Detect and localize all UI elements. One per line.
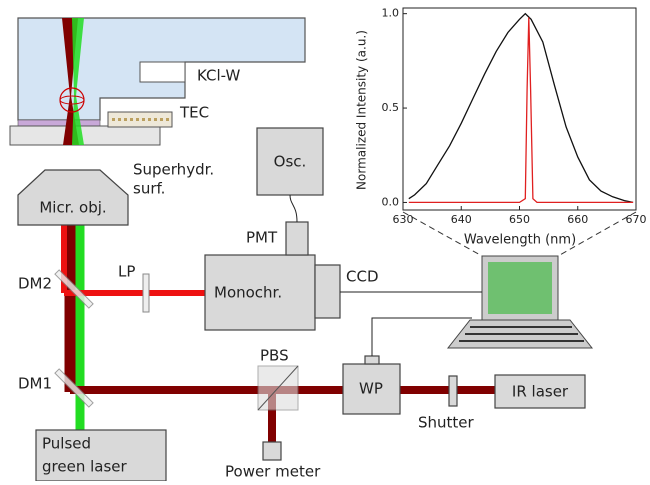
label: Pulsed — [42, 435, 91, 453]
label: DM2 — [18, 275, 52, 293]
label: IR laser — [512, 383, 569, 401]
x-tick-label: 670 — [626, 213, 647, 226]
pmt-box — [286, 222, 308, 255]
label: TEC — [179, 104, 209, 122]
substrate — [10, 126, 160, 145]
setup-diagram: KCl-W TEC Superhydr. surf. Osc. Micr. ob… — [0, 0, 650, 481]
inset-frame — [403, 8, 636, 210]
label: Superhydr. — [133, 161, 214, 179]
label: KCl-W — [197, 67, 240, 85]
label: LP — [118, 263, 135, 281]
label: Monochr. — [214, 284, 282, 302]
x-tick-label: 660 — [567, 213, 588, 226]
y-tick-label: 0.5 — [382, 101, 400, 114]
label: CCD — [346, 268, 379, 286]
x-tick-label: 650 — [509, 213, 530, 226]
inset-xlabel: Wavelength (nm) — [464, 233, 576, 248]
y-tick-label: 1.0 — [382, 7, 400, 20]
shutter-box — [449, 376, 457, 406]
power-meter-box — [263, 442, 281, 460]
label: Osc. — [274, 153, 307, 171]
surface-layer — [18, 120, 100, 126]
label: Shutter — [418, 414, 475, 432]
label: surf. — [133, 180, 165, 198]
label: DM1 — [18, 375, 52, 393]
ccd-box — [315, 265, 340, 318]
label: Micr. obj. — [39, 199, 106, 217]
objective-box — [18, 170, 128, 225]
laptop-display — [488, 262, 552, 314]
y-tick-label: 0.0 — [382, 195, 400, 208]
inset-ylabel: Normalized Intensity (a.u.) — [355, 30, 369, 190]
x-tick-label: 630 — [393, 213, 414, 226]
lp-filter — [143, 274, 149, 312]
label: Power meter — [225, 463, 321, 481]
wp-tab — [365, 356, 379, 364]
kcl-window — [140, 62, 185, 82]
x-tick-label: 640 — [451, 213, 472, 226]
osc-wire — [290, 195, 297, 222]
label: PBS — [260, 347, 289, 365]
label: PMT — [246, 229, 278, 247]
label: WP — [359, 380, 383, 398]
label: green laser — [42, 458, 127, 476]
